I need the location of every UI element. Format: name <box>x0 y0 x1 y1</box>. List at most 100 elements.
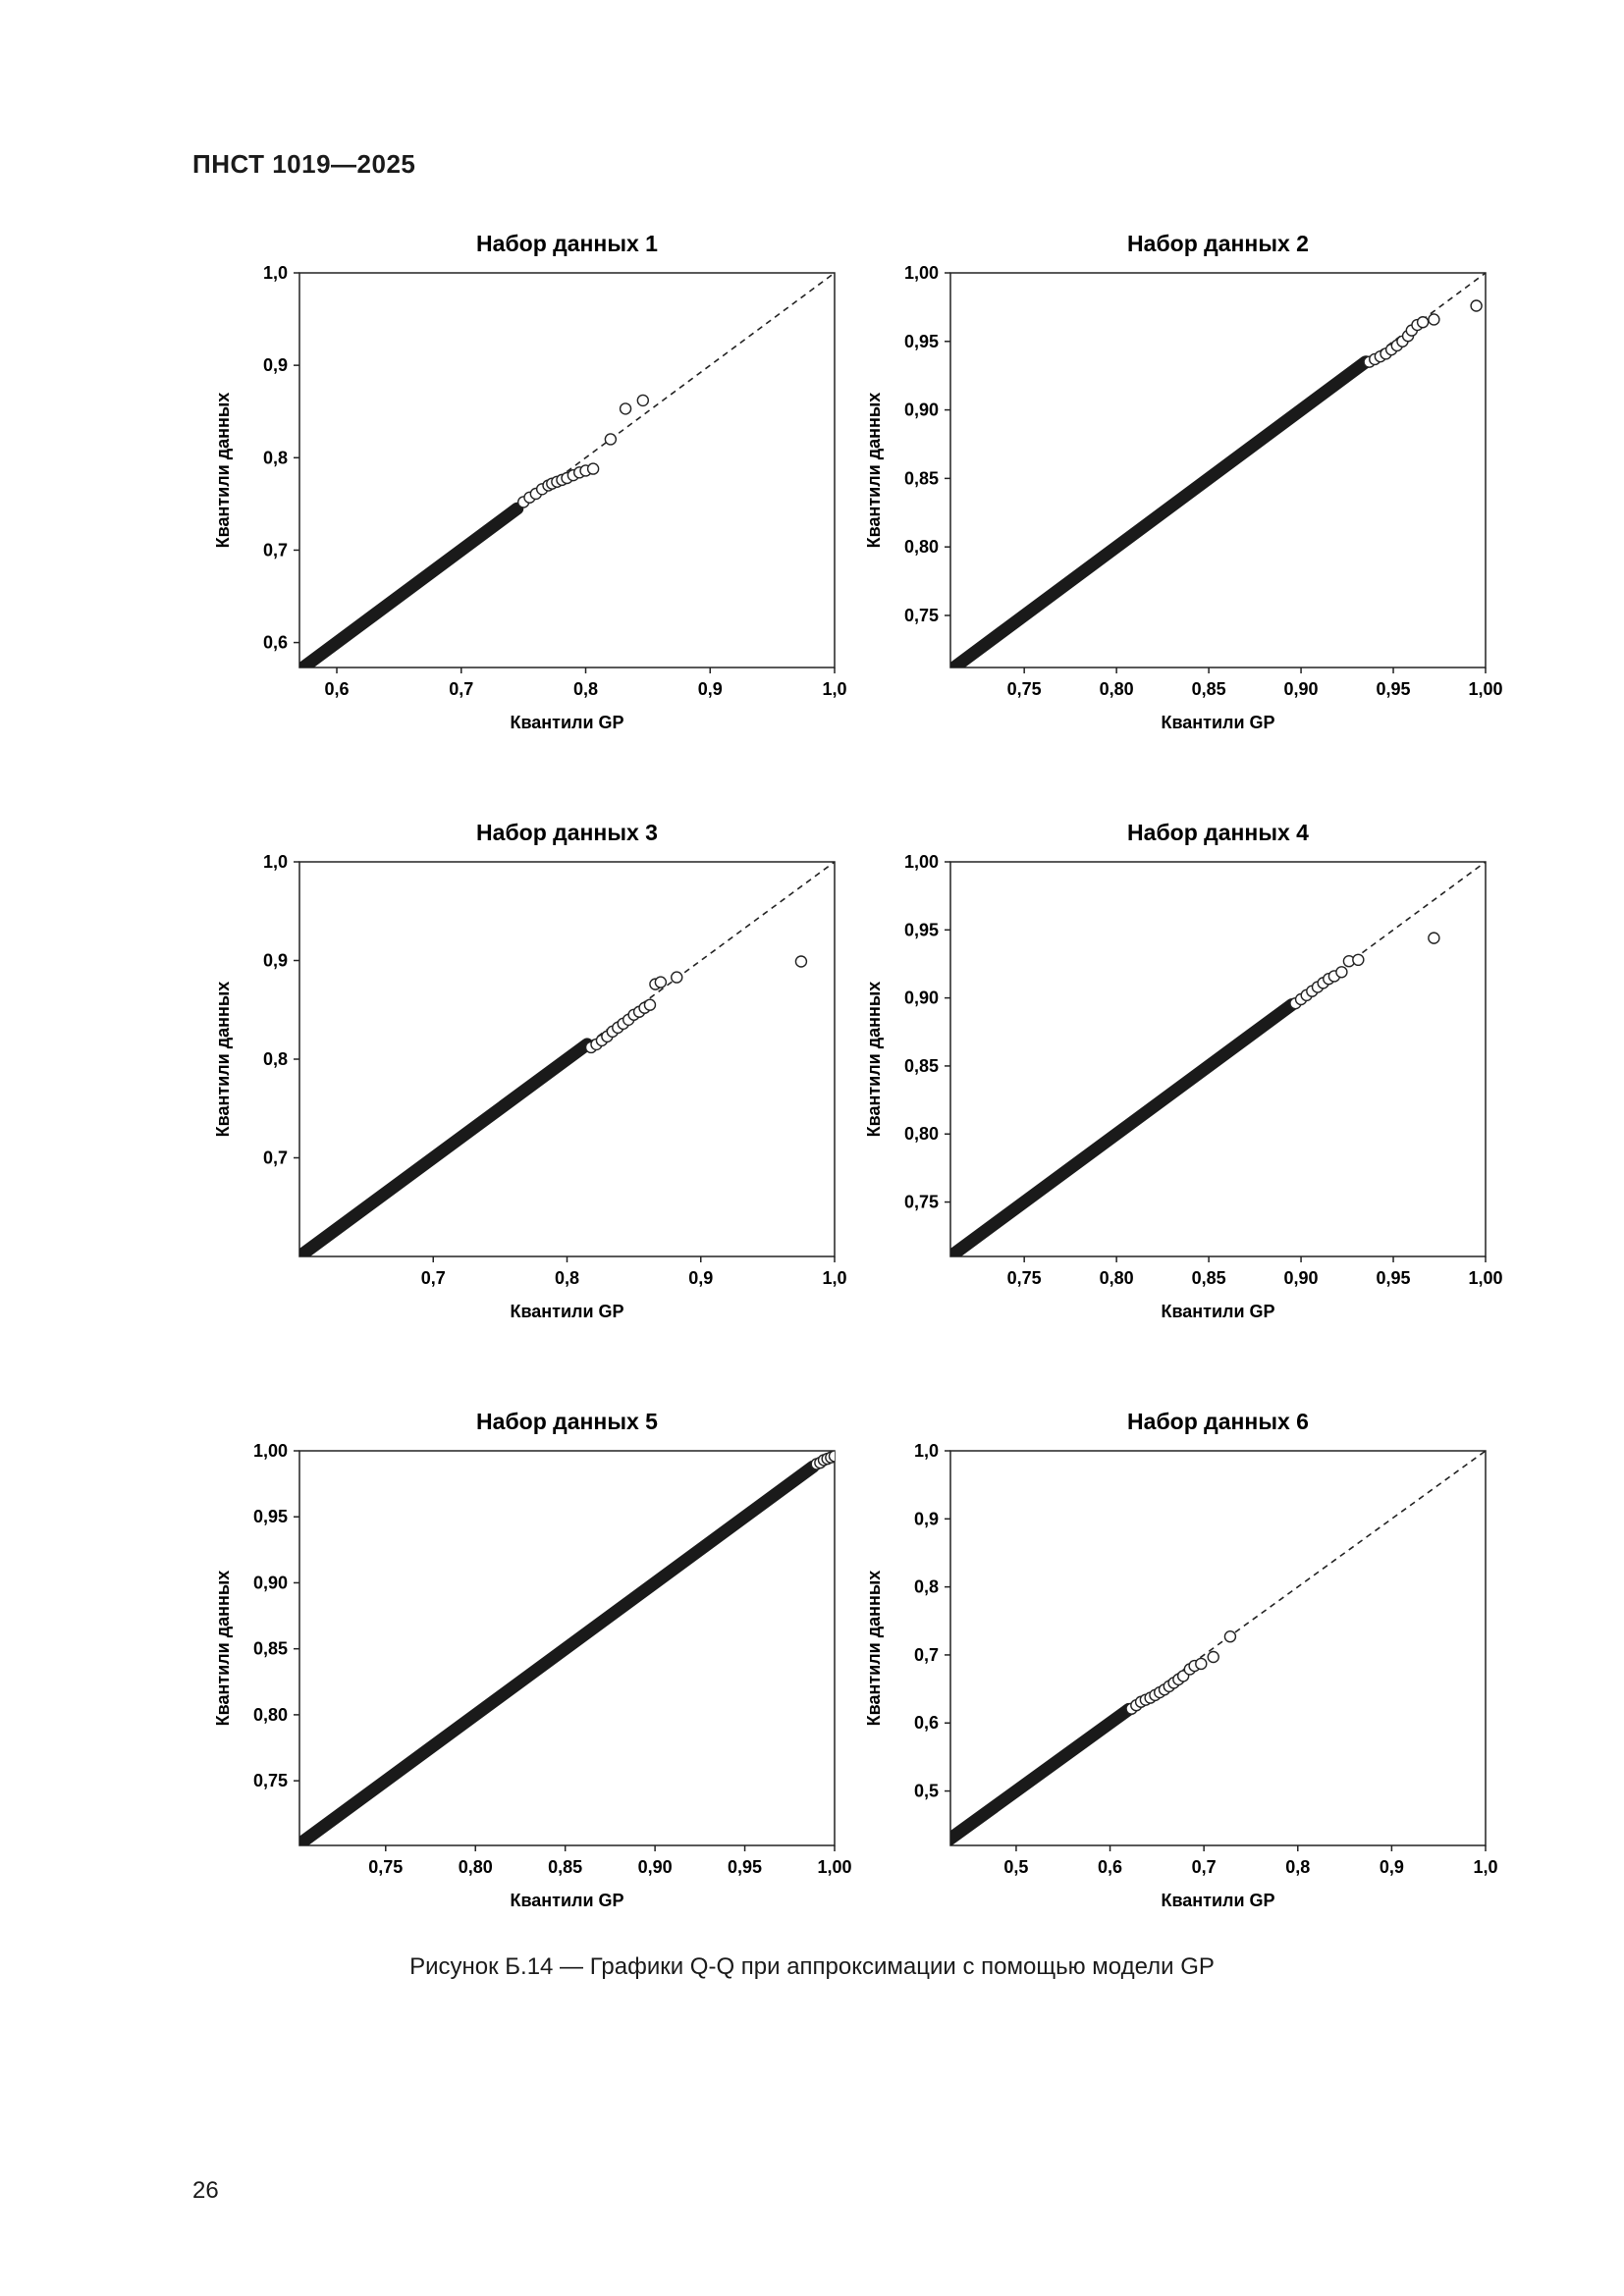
x-tick-label: 0,7 <box>421 1268 446 1288</box>
chart-title: Набор данных 3 <box>476 820 658 845</box>
plot-area <box>950 862 1486 1256</box>
y-tick-label: 0,80 <box>904 1124 939 1144</box>
data-point <box>671 971 683 984</box>
dense-points <box>299 502 524 667</box>
dense-points <box>950 1702 1136 1845</box>
plot-frame <box>949 1450 1487 1846</box>
plot-area <box>299 862 835 1256</box>
x-tick-label: 1,00 <box>1468 1268 1502 1288</box>
data-point <box>1352 953 1365 967</box>
y-tick-label: 1,0 <box>263 263 288 283</box>
x-tick-label: 1,0 <box>822 1268 846 1288</box>
plot-area <box>950 273 1486 667</box>
data-point <box>1470 299 1483 312</box>
x-tick-label: 0,6 <box>1098 1857 1122 1877</box>
plot-area <box>299 273 835 667</box>
x-axis-label: Квантили GP <box>1161 1302 1274 1321</box>
data-point <box>1428 313 1440 326</box>
data-point <box>604 433 618 446</box>
y-tick-label: 0,5 <box>914 1782 939 1801</box>
plot-frame <box>949 861 1487 1257</box>
x-tick-label: 0,80 <box>459 1857 493 1877</box>
chart-title: Набор данных 2 <box>1127 231 1309 256</box>
dense-points <box>299 1038 594 1256</box>
y-axis-label: Квантили данных <box>864 1571 884 1727</box>
figure-caption: Рисунок Б.14 — Графики Q-Q при аппроксим… <box>409 1953 1215 1980</box>
x-tick-label: 0,75 <box>1007 1268 1042 1288</box>
x-tick-label: 0,8 <box>555 1268 579 1288</box>
data-point <box>794 955 808 968</box>
y-tick-label: 0,6 <box>263 633 288 653</box>
data-point <box>1207 1650 1219 1664</box>
dense-points <box>950 998 1299 1256</box>
qq-plot-3: Набор данных 3 0,7 0,8 0,9 1,0 0,7 0,8 0,9 1,0 Кв… <box>213 820 847 1321</box>
x-tick-label: 0,7 <box>1192 1857 1217 1877</box>
x-tick-label: 0,90 <box>1284 1268 1319 1288</box>
y-axis-label: Квантили данных <box>213 1571 233 1727</box>
y-tick-label: 0,7 <box>914 1645 939 1665</box>
y-axis-label: Квантили данных <box>864 393 884 549</box>
x-tick-label: 0,80 <box>1100 1268 1134 1288</box>
y-tick-label: 0,90 <box>904 988 939 1008</box>
y-tick-label: 0,8 <box>263 448 288 467</box>
y-tick-label: 1,0 <box>263 852 288 872</box>
x-axis-label: Квантили GP <box>510 713 623 732</box>
qq-plot-1: Набор данных 1 0,6 0,7 0,8 0,9 1,0 0,6 0,7 0,8 0,… <box>213 231 847 732</box>
x-tick-label: 0,95 <box>1377 679 1411 699</box>
dense-points <box>299 1460 820 1845</box>
data-point <box>1195 1657 1208 1671</box>
x-tick-label: 0,85 <box>548 1857 582 1877</box>
data-point <box>619 402 632 415</box>
page-number: 26 <box>192 2177 219 2204</box>
x-tick-label: 0,75 <box>368 1857 403 1877</box>
x-tick-label: 0,7 <box>449 679 473 699</box>
x-tick-label: 0,80 <box>1100 679 1134 699</box>
y-axis-label: Квантили данных <box>213 393 233 549</box>
y-axis-label: Квантили данных <box>213 982 233 1138</box>
data-point <box>1223 1630 1237 1643</box>
y-tick-label: 0,75 <box>904 606 939 625</box>
y-tick-label: 0,90 <box>253 1573 288 1592</box>
plot-area <box>299 1451 835 1845</box>
y-tick-label: 0,6 <box>914 1713 939 1733</box>
qq-plot-6: Набор данных 6 0,5 0,6 0,7 0,8 0,9 1,0 0,5 0,6 0,… <box>864 1409 1498 1910</box>
y-tick-label: 0,7 <box>263 1148 288 1168</box>
plot-frame <box>298 272 836 668</box>
x-tick-label: 0,6 <box>325 679 350 699</box>
x-tick-label: 0,90 <box>1284 679 1319 699</box>
data-point <box>828 1451 835 1463</box>
x-tick-label: 0,9 <box>698 679 723 699</box>
y-tick-label: 0,8 <box>914 1577 939 1597</box>
y-tick-label: 1,00 <box>253 1441 288 1461</box>
y-tick-label: 0,85 <box>253 1639 288 1659</box>
y-axis-label: Квантили данных <box>864 982 884 1138</box>
data-point <box>1428 932 1440 944</box>
qq-plots-figure: Набор данных 1 0,6 0,7 0,8 0,9 1,0 0,6 0,7 0,8 0,… <box>213 231 1503 1910</box>
plot-area <box>950 1451 1486 1845</box>
y-tick-label: 0,9 <box>914 1509 939 1528</box>
y-tick-label: 0,80 <box>253 1705 288 1725</box>
y-tick-label: 0,8 <box>263 1049 288 1069</box>
y-tick-label: 1,0 <box>914 1441 939 1461</box>
data-point <box>654 976 668 988</box>
y-tick-label: 0,95 <box>904 920 939 939</box>
y-tick-label: 1,00 <box>904 263 939 283</box>
chart-title: Набор данных 5 <box>476 1409 658 1434</box>
x-axis-label: Квантили GP <box>510 1891 623 1910</box>
y-tick-label: 0,80 <box>904 537 939 557</box>
y-tick-label: 0,75 <box>904 1193 939 1212</box>
y-tick-label: 0,85 <box>904 1056 939 1076</box>
x-tick-label: 0,8 <box>1285 1857 1310 1877</box>
y-tick-label: 0,90 <box>904 400 939 420</box>
chart-title: Набор данных 4 <box>1127 820 1309 845</box>
x-axis-label: Квантили GP <box>510 1302 623 1321</box>
x-tick-label: 0,95 <box>728 1857 762 1877</box>
chart-title: Набор данных 6 <box>1127 1409 1309 1434</box>
x-tick-label: 1,0 <box>1473 1857 1497 1877</box>
x-tick-label: 1,00 <box>1468 679 1502 699</box>
x-tick-label: 1,0 <box>822 679 846 699</box>
y-tick-label: 0,9 <box>263 951 288 971</box>
y-tick-label: 0,9 <box>263 355 288 375</box>
data-point <box>1416 316 1430 329</box>
x-tick-label: 0,95 <box>1377 1268 1411 1288</box>
